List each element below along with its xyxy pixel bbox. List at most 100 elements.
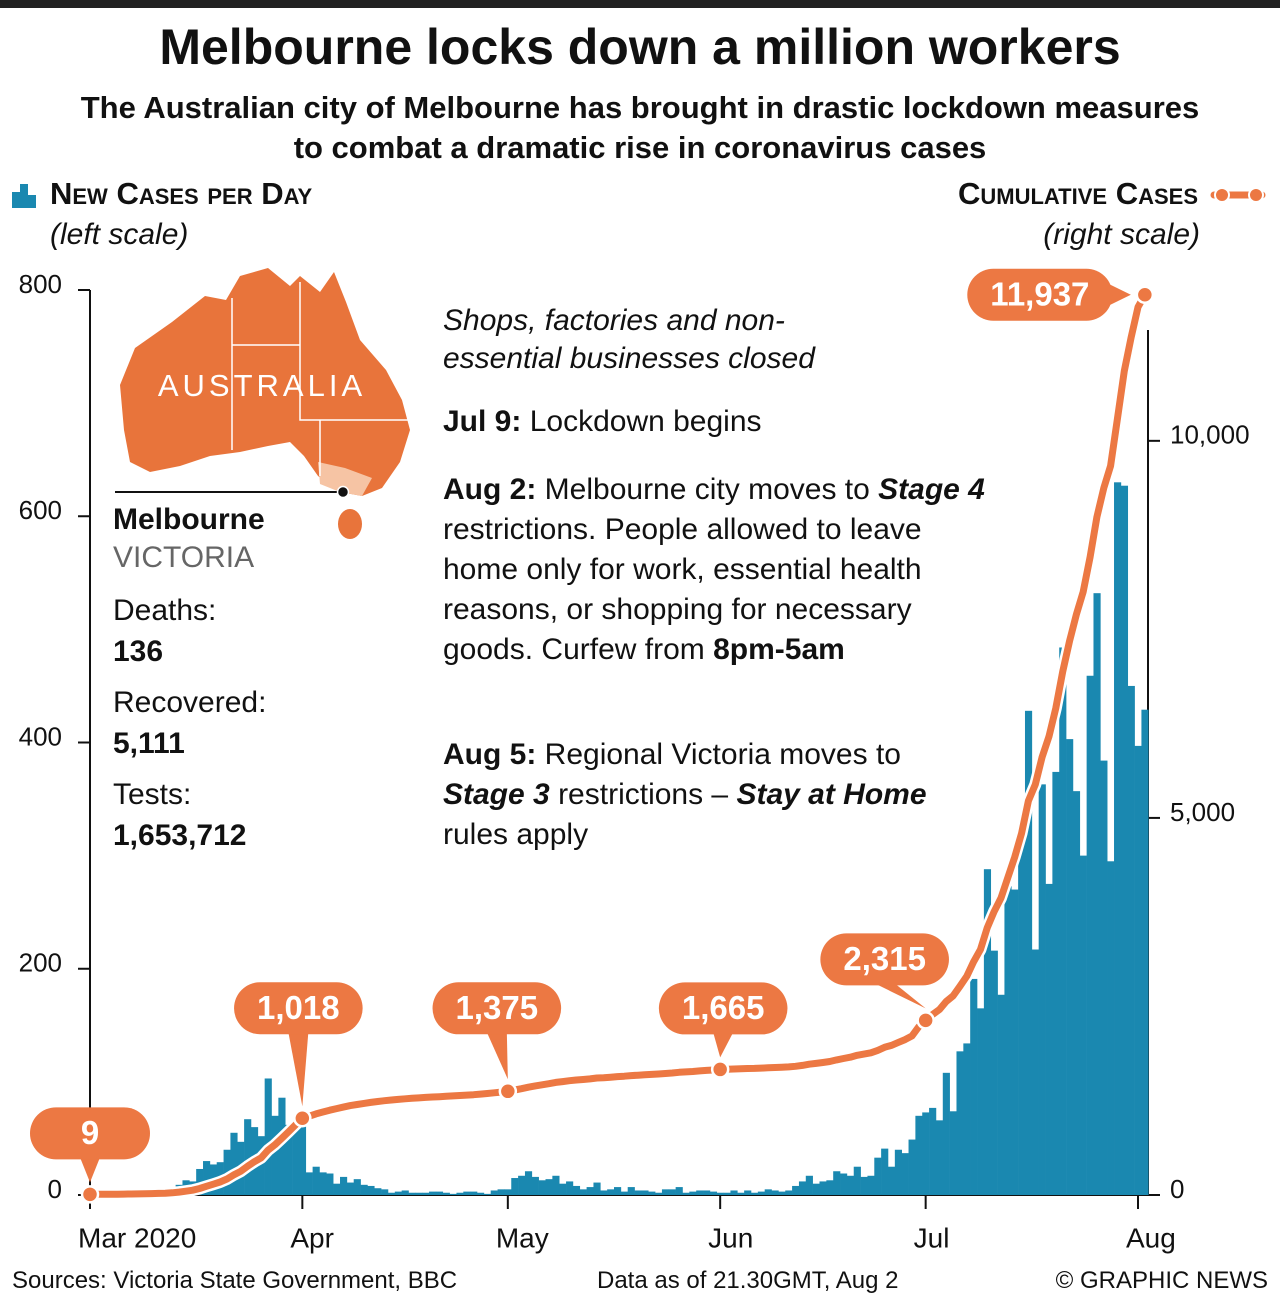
bar [360,1184,368,1195]
bar [1134,745,1142,1195]
subtitle: The Australian city of Melbourne has bro… [80,90,1200,165]
annotation-text: rules apply [443,818,589,851]
callout: 1,665 [658,982,788,1058]
bar [1059,647,1067,1195]
bar [915,1115,923,1195]
bar [415,1192,423,1195]
bar [518,1175,526,1195]
bar [750,1192,759,1195]
bar [394,1191,402,1195]
bar [298,1118,307,1195]
map-label: AUSTRALIA [158,368,366,403]
bar [716,1192,724,1195]
bar [641,1190,649,1195]
bar [853,1166,861,1195]
bar [867,1175,875,1195]
bar [490,1190,498,1195]
callout-pointer [80,1157,100,1183]
bar [764,1189,772,1195]
bar [689,1191,697,1195]
callout-pointer [486,1032,508,1080]
callout-pointer [874,983,926,1009]
bar [1052,771,1060,1195]
y-tick-label: 600 [19,495,62,525]
source: Sources: Victoria State Government, BBC [12,1267,458,1294]
bar [401,1190,409,1195]
annotation: Jul 9: Lockdown begins [443,405,762,439]
bar [785,1190,793,1195]
bar [367,1185,375,1195]
bar [730,1190,738,1195]
annotation-emphasis: Stay at Home [736,778,927,811]
annotation-text: Melbourne city moves to [544,473,870,506]
callout-box [967,268,1113,321]
annotation-text: restrictions. People allowed to leave ho… [443,513,922,666]
bar [340,1176,348,1195]
callout: 1,018 [234,982,363,1107]
credit: © GRAPHIC NEWS [1055,1267,1268,1294]
bar [333,1183,341,1195]
bar [552,1175,560,1195]
bar [990,950,998,1195]
axis-note: (right scale) [1043,218,1200,251]
bar [600,1190,608,1195]
annotation-emphasis: Stage 4 [878,473,985,506]
callout: 11,937 [967,268,1131,321]
bar [463,1191,471,1195]
bar [1093,593,1101,1195]
callout-box [820,933,949,986]
data-label: 1,018 [257,989,340,1026]
bar [346,1182,355,1195]
annotation-text: Shops, factories and non-essential busin… [443,304,815,375]
bar [792,1185,800,1195]
x-tick-label: Aug [1126,1222,1176,1253]
bar [511,1178,519,1195]
bar [648,1191,656,1195]
y-tick-label: 0 [48,1174,62,1204]
bar [901,1153,909,1195]
bar [935,1120,944,1195]
bar [668,1189,676,1195]
stats: Deaths: 136 Recovered: 5,111 Tests: 1,65… [113,590,266,856]
data-label: 11,937 [990,275,1089,312]
top-bar [0,0,1280,8]
bar [929,1107,937,1195]
y-tick-label: 400 [19,721,62,751]
bar [593,1182,601,1195]
line [86,291,1149,1198]
bar [840,1173,848,1195]
bar [579,1189,587,1195]
x-tick-label: Jul [914,1222,950,1253]
bar [230,1132,238,1195]
bar [1066,739,1074,1195]
bar [661,1189,670,1195]
bar [963,1043,971,1195]
bar [264,1078,272,1195]
bar [833,1171,841,1195]
legend-line-icon [1210,187,1266,203]
bar [449,1193,457,1195]
bar [675,1187,683,1195]
bar [771,1190,779,1195]
bar [757,1191,765,1195]
callout-pointer [288,1032,309,1107]
point [80,1185,100,1204]
bar [922,1112,930,1195]
bar [949,1111,957,1195]
bar [805,1175,813,1195]
y2-tick-label: 5,000 [1170,797,1235,827]
bar [723,1192,731,1195]
bar [196,1168,204,1195]
bar [244,1119,252,1195]
bar [997,994,1005,1195]
bar [566,1181,574,1195]
data-label: 9 [81,1114,99,1151]
bar [1031,949,1039,1195]
bar [1018,836,1026,1195]
callout: 1,375 [432,982,562,1080]
annotation-text: Regional Victoria moves to [544,738,901,771]
bar [538,1180,546,1195]
x-tick-label: May [496,1222,549,1253]
annotation-emphasis: Stage 3 [443,778,550,811]
